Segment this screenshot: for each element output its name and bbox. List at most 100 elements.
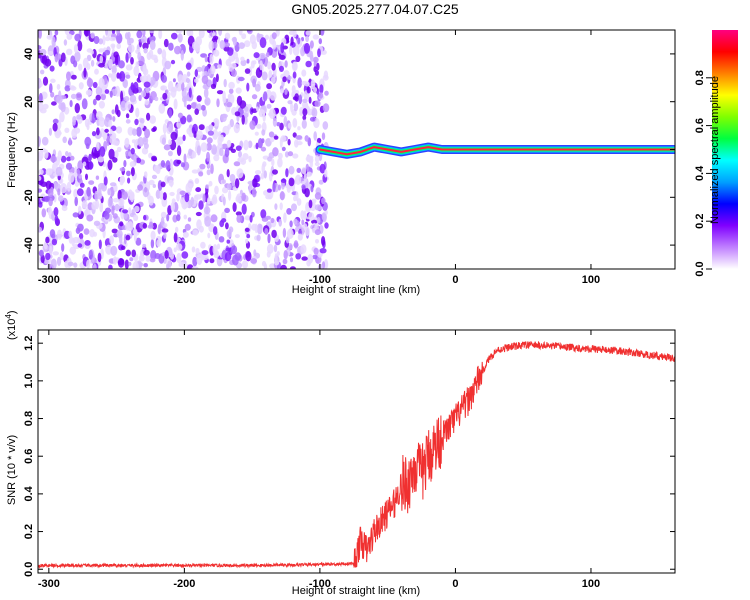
- noise-mark: [280, 106, 287, 115]
- noise-mark: [286, 228, 294, 239]
- noise-mark: [321, 213, 327, 221]
- noise-mark: [183, 96, 187, 108]
- noise-mark: [221, 113, 228, 119]
- noise-mark: [104, 128, 109, 133]
- noise-mark: [166, 263, 170, 269]
- noise-mark: [118, 60, 125, 69]
- noise-mark: [304, 188, 310, 198]
- noise-mark: [83, 228, 90, 235]
- noise-mark: [314, 70, 319, 76]
- noise-mark: [73, 262, 78, 268]
- noise-mark: [253, 249, 257, 257]
- noise-mark: [112, 213, 118, 219]
- noise-mark: [50, 78, 56, 84]
- noise-mark: [301, 184, 306, 190]
- noise-mark: [164, 250, 169, 259]
- noise-mark: [107, 188, 111, 196]
- noise-mark: [191, 266, 199, 269]
- noise-mark: [217, 64, 222, 69]
- noise-mark: [124, 101, 132, 111]
- noise-mark: [74, 51, 81, 62]
- noise-mark: [111, 228, 118, 234]
- noise-mark: [168, 179, 174, 187]
- noise-mark: [264, 34, 269, 40]
- noise-mark: [319, 248, 327, 254]
- noise-mark: [63, 39, 68, 46]
- noise-mark: [100, 93, 107, 101]
- signal-band: [318, 146, 675, 156]
- noise-mark: [318, 179, 324, 185]
- noise-mark: [278, 54, 286, 60]
- noise-mark: [215, 73, 219, 83]
- noise-mark: [89, 229, 95, 238]
- noise-mark: [129, 257, 134, 262]
- noise-mark: [116, 43, 121, 50]
- noise-mark: [39, 81, 43, 87]
- noise-mark: [295, 174, 302, 185]
- noise-mark: [149, 30, 155, 34]
- noise-mark: [154, 96, 159, 102]
- noise-mark: [112, 116, 116, 122]
- noise-mark: [194, 69, 198, 78]
- noise-mark: [92, 81, 98, 89]
- noise-mark: [181, 81, 185, 92]
- noise-mark: [221, 218, 227, 223]
- noise-mark: [41, 208, 47, 218]
- noise-mark: [147, 224, 154, 229]
- noise-mark: [237, 157, 245, 163]
- noise-mark: [68, 172, 75, 183]
- noise-mark: [285, 168, 289, 178]
- noise-mark: [96, 192, 103, 200]
- noise-mark: [201, 75, 209, 84]
- noise-mark: [314, 192, 322, 200]
- noise-mark: [274, 260, 280, 266]
- noise-mark: [81, 98, 88, 110]
- noise-mark: [196, 66, 203, 72]
- noise-mark: [287, 100, 293, 105]
- noise-mark: [314, 204, 322, 211]
- noise-mark: [256, 106, 259, 112]
- noise-mark: [98, 100, 105, 109]
- noise-mark: [177, 74, 184, 85]
- noise-mark: [132, 261, 139, 269]
- noise-mark: [47, 189, 54, 198]
- noise-mark: [252, 78, 257, 88]
- noise-mark: [289, 45, 293, 56]
- noise-mark: [281, 146, 286, 152]
- noise-mark: [104, 49, 111, 56]
- noise-mark: [166, 214, 170, 222]
- noise-mark: [85, 173, 88, 180]
- noise-mark: [49, 245, 53, 256]
- noise-mark: [249, 120, 256, 130]
- noise-mark: [99, 201, 104, 213]
- noise-mark: [94, 190, 99, 202]
- noise-mark: [272, 117, 277, 127]
- noise-mark: [240, 56, 245, 62]
- noise-mark: [261, 71, 268, 81]
- noise-mark: [287, 151, 294, 157]
- noise-mark: [246, 58, 250, 64]
- noise-mark: [209, 258, 215, 264]
- noise-mark: [196, 130, 203, 140]
- noise-mark: [116, 109, 121, 118]
- noise-mark: [86, 54, 92, 62]
- noise-mark: [256, 234, 261, 242]
- noise-mark: [194, 178, 200, 184]
- noise-mark: [277, 157, 283, 168]
- noise-mark: [207, 79, 213, 87]
- noise-mark: [308, 212, 315, 221]
- noise-mark: [210, 214, 218, 223]
- y-tick-label: 0.0: [23, 562, 35, 577]
- noise-mark: [38, 45, 42, 50]
- noise-mark: [66, 33, 73, 40]
- noise-mark: [163, 144, 171, 151]
- noise-mark: [223, 42, 230, 48]
- noise-mark: [206, 30, 212, 33]
- noise-mark: [244, 227, 250, 232]
- noise-mark: [265, 52, 270, 58]
- noise-mark: [134, 118, 139, 126]
- noise-mark: [232, 254, 239, 266]
- noise-mark: [273, 244, 278, 253]
- noise-mark: [141, 35, 147, 44]
- noise-mark: [306, 86, 311, 94]
